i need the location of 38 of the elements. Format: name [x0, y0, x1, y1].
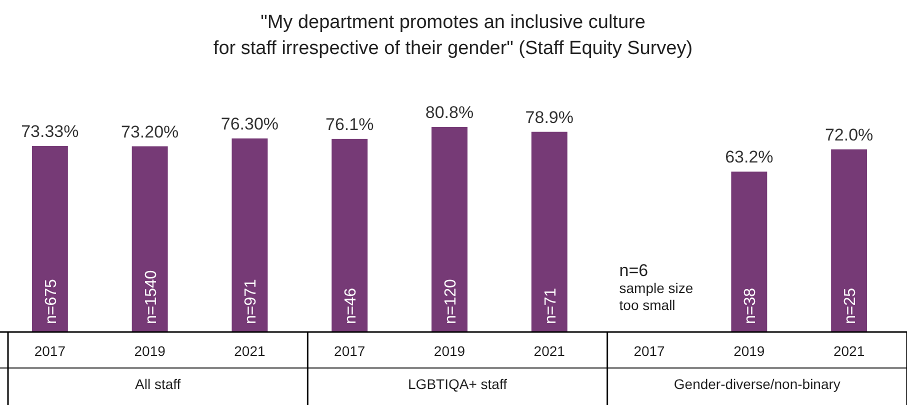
data-label: 63.2%: [725, 148, 774, 167]
x-tick-label: 2017: [634, 343, 666, 359]
x-tick-label: 2021: [234, 343, 266, 359]
data-label: 80.8%: [425, 103, 474, 122]
annotation: n=38: [742, 288, 760, 324]
text: LGBTIQA+ staff: [408, 376, 508, 392]
x-tick-label: 2017: [334, 343, 366, 359]
text: Gender-diverse/non-binary: [674, 376, 840, 392]
annotation: n=971: [242, 278, 260, 324]
bar: [32, 146, 68, 332]
data-label: 73.20%: [120, 122, 179, 142]
annotation: n=675: [42, 278, 60, 324]
data-label: 72.0%: [824, 125, 874, 144]
x-tick-label: 2019: [734, 343, 765, 359]
x-tick-label: 2021: [833, 343, 865, 359]
x-tick-label: 2017: [34, 343, 66, 359]
bar: [232, 138, 268, 332]
x-tick-label: 2019: [434, 343, 466, 359]
text: All staff: [135, 376, 181, 392]
bar: [531, 132, 568, 332]
annotation: n=6 sample size too small: [619, 261, 694, 313]
data-label: 76.30%: [220, 114, 279, 134]
bar: [132, 146, 168, 332]
annotation: n=120: [442, 278, 460, 324]
data-label: 78.9%: [525, 108, 574, 127]
x-tick-label: 2019: [134, 343, 166, 359]
bar: [332, 138, 368, 332]
data-label: 76.1%: [326, 114, 374, 134]
annotation: n=1540: [142, 270, 160, 324]
data-label: 73.33%: [21, 122, 79, 141]
annotation: n=71: [542, 288, 560, 324]
x-tick-label: 2021: [534, 343, 566, 359]
annotation: n=25: [842, 288, 860, 324]
bar: [831, 149, 868, 332]
bar: [731, 172, 768, 332]
annotation: n=46: [342, 288, 360, 324]
chart-title: "My department promotes an inclusive culture for staff irrespective of their gender" (Staff Equity Survey): [213, 12, 693, 59]
bar: [432, 127, 468, 332]
